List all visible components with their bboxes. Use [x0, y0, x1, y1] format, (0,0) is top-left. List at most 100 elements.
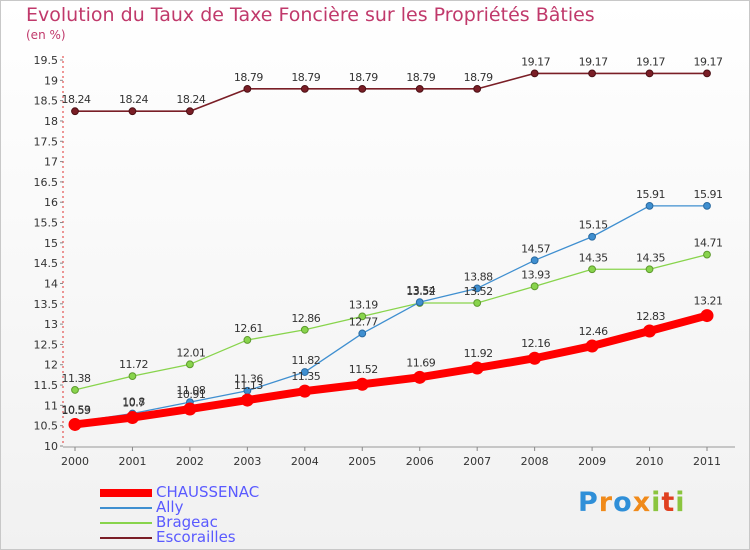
- data-point-ally: [415, 298, 424, 307]
- data-label-escorailles: 19.17: [521, 55, 550, 68]
- data-point-escorailles: [71, 107, 79, 116]
- data-point-brageac: [186, 360, 194, 369]
- data-point-brageac: [71, 386, 79, 394]
- data-label-chaussenac: 11.92: [464, 347, 493, 360]
- x-tick-label: 2008: [521, 455, 549, 468]
- logo-letter: i: [675, 487, 686, 518]
- y-tick-label: 12: [44, 359, 58, 372]
- data-label-brageac: 11.72: [119, 358, 148, 371]
- data-point-chaussenac: [68, 417, 82, 431]
- data-label-chaussenac: 11.69: [406, 356, 435, 369]
- data-label-brageac: 14.35: [579, 251, 608, 264]
- data-point-escorailles: [300, 84, 309, 93]
- data-label-brageac: 13.52: [464, 285, 493, 298]
- data-point-brageac: [530, 282, 539, 291]
- data-point-chaussenac: [298, 384, 312, 398]
- y-tick-label: 11: [44, 399, 58, 412]
- logo-letter: r: [598, 487, 614, 518]
- series-line-brageac: [74, 253, 708, 391]
- x-tick-label: 2003: [233, 455, 261, 468]
- data-point-escorailles: [415, 84, 424, 93]
- data-point-chaussenac: [585, 339, 599, 353]
- data-point-escorailles: [473, 84, 482, 93]
- data-label-ally: 13.54: [406, 284, 435, 297]
- data-label-chaussenac: 12.46: [579, 325, 608, 338]
- y-tick-label: 14: [44, 277, 58, 290]
- legend-label-ally: Ally: [156, 498, 184, 516]
- data-label-brageac: 13.93: [521, 268, 550, 281]
- y-tick-label: 10: [44, 440, 58, 453]
- data-point-escorailles: [358, 84, 367, 93]
- data-point-ally: [530, 256, 539, 265]
- data-point-chaussenac: [470, 361, 484, 375]
- legend-item-ally: Ally: [100, 500, 259, 515]
- data-point-ally: [300, 368, 309, 376]
- logo-letter: i: [651, 487, 662, 518]
- legend-swatch-ally: [100, 506, 152, 509]
- x-tick-label: 2005: [348, 455, 376, 468]
- proxiti-logo: Proxiti: [578, 487, 686, 518]
- data-label-escorailles: 18.79: [234, 71, 263, 84]
- series-line-ally: [74, 205, 708, 423]
- data-label-escorailles: 19.17: [694, 55, 723, 68]
- data-point-escorailles: [703, 69, 711, 78]
- data-label-ally: 12.77: [349, 315, 378, 328]
- data-label-chaussenac: 10.53: [62, 403, 91, 416]
- data-label-brageac: 14.35: [636, 251, 665, 264]
- data-label-ally: 15.91: [694, 188, 723, 201]
- x-tick-label: 2002: [176, 455, 204, 468]
- data-label-brageac: 12.01: [176, 346, 205, 359]
- x-tick-label: 2006: [406, 455, 434, 468]
- data-label-chaussenac: 12.83: [636, 310, 665, 323]
- data-point-chaussenac: [125, 411, 139, 425]
- data-label-ally: 15.91: [636, 188, 665, 201]
- data-point-brageac: [243, 336, 252, 344]
- series-line-chaussenac: [71, 311, 711, 429]
- data-label-escorailles: 18.79: [291, 71, 320, 84]
- y-tick-label: 16: [44, 196, 58, 209]
- data-point-ally: [703, 201, 711, 210]
- data-point-escorailles: [186, 107, 194, 116]
- legend-swatch-escorailles: [100, 536, 152, 539]
- x-tick-label: 2010: [636, 455, 664, 468]
- series-line-escorailles: [74, 72, 708, 112]
- data-label-chaussenac: 11.13: [234, 379, 263, 392]
- y-tick-label: 19.5: [34, 54, 59, 67]
- y-tick-label: 11.5: [34, 379, 59, 392]
- data-label-chaussenac: 10.91: [176, 388, 205, 401]
- data-point-escorailles: [530, 69, 539, 78]
- data-point-ally: [645, 201, 654, 210]
- data-label-brageac: 12.86: [291, 312, 320, 325]
- legend-label-escorailles: Escorailles: [156, 528, 236, 546]
- x-tick-label: 2009: [578, 455, 606, 468]
- y-tick-label: 18: [44, 115, 58, 128]
- data-point-brageac: [645, 265, 654, 274]
- data-point-ally: [358, 329, 367, 338]
- y-tick-label: 17: [44, 156, 58, 169]
- legend-label-brageac: Brageac: [156, 513, 218, 531]
- data-label-chaussenac: 13.21: [694, 295, 723, 308]
- data-label-ally: 11.36: [234, 373, 263, 386]
- data-point-brageac: [588, 265, 596, 274]
- data-label-brageac: 12.61: [234, 322, 263, 335]
- data-label-escorailles: 18.79: [406, 71, 435, 84]
- data-point-chaussenac: [643, 324, 657, 338]
- data-point-escorailles: [645, 69, 654, 78]
- data-label-ally: 11.08: [176, 384, 205, 397]
- data-label-brageac: 13.19: [349, 298, 378, 311]
- data-label-chaussenac: 10.7: [122, 397, 145, 410]
- data-point-escorailles: [243, 84, 252, 93]
- data-label-ally: 10.8: [122, 395, 145, 408]
- data-label-ally: 10.59: [62, 404, 91, 417]
- data-label-escorailles: 19.17: [579, 55, 608, 68]
- data-point-chaussenac: [700, 309, 714, 323]
- chart-subtitle: (en %): [26, 28, 66, 42]
- logo-letter: t: [661, 487, 676, 518]
- data-point-brageac: [128, 372, 137, 381]
- data-label-escorailles: 18.79: [349, 71, 378, 84]
- data-label-brageac: 11.38: [62, 372, 91, 385]
- data-point-chaussenac: [413, 370, 427, 384]
- chart-legend: CHAUSSENAC Ally Brageac Escorailles: [100, 485, 259, 545]
